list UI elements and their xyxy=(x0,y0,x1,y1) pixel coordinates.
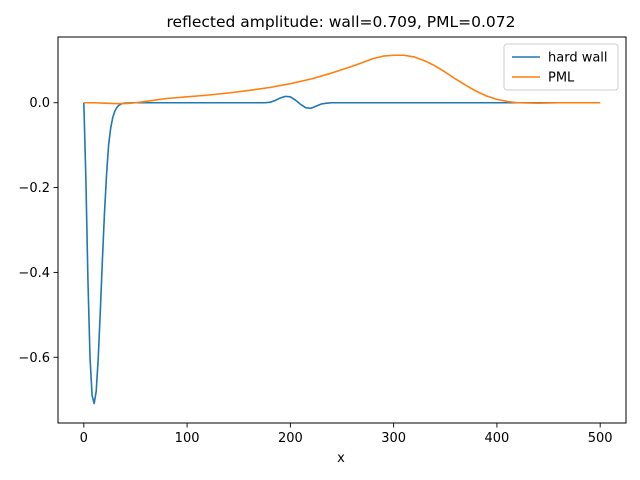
y-tick-label: −0.6 xyxy=(18,351,50,366)
chart-title: reflected amplitude: wall=0.709, PML=0.0… xyxy=(167,13,516,31)
series-line-pml xyxy=(83,54,601,105)
series-line-hard-wall xyxy=(83,95,601,405)
y-tick-label: −0.2 xyxy=(18,181,50,196)
x-tick-label: 100 xyxy=(175,431,200,446)
y-tick-label: −0.4 xyxy=(18,266,50,281)
series-lines xyxy=(83,54,601,405)
legend: hard wall PML xyxy=(503,43,619,91)
legend-label: PML xyxy=(548,71,575,86)
x-axis-label: x xyxy=(337,451,345,466)
y-axis: −0.6 −0.4 −0.2 0.0 xyxy=(18,96,58,366)
x-tick-label: 300 xyxy=(381,431,406,446)
x-axis: 0 100 200 300 400 500 xyxy=(80,423,613,446)
x-tick-label: 500 xyxy=(588,431,613,446)
x-tick-label: 0 xyxy=(80,431,88,446)
legend-label: hard wall xyxy=(548,51,608,66)
x-tick-label: 400 xyxy=(484,431,509,446)
legend-box xyxy=(503,43,619,91)
y-tick-label: 0.0 xyxy=(29,96,50,111)
x-tick-label: 200 xyxy=(278,431,303,446)
plot-area xyxy=(83,54,601,405)
plot-frame xyxy=(57,36,627,424)
